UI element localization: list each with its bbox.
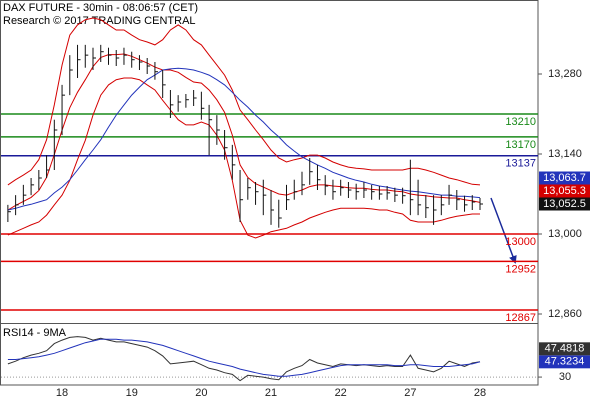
indicator-line [7, 67, 481, 211]
indicator-line [7, 77, 480, 239]
indicator-line [7, 17, 481, 186]
level-label: 13137 [505, 158, 536, 170]
level-label: 13210 [505, 116, 536, 128]
y-tick-label: 12,860 [548, 308, 582, 320]
indicator-line [7, 53, 481, 211]
x-tick-label: 21 [265, 387, 277, 399]
chart-title: DAX FUTURE - 30min - 08:06:57 (CET) [3, 2, 198, 14]
value-label-box [539, 342, 590, 356]
rsi-line [7, 336, 481, 382]
value-label-box [539, 355, 590, 369]
value-label: 13,052.5 [543, 198, 586, 210]
value-label-box [539, 171, 590, 185]
x-tick-label: 19 [126, 387, 138, 399]
value-label: 13,063.7 [543, 172, 586, 184]
rsi-line [7, 338, 481, 377]
level-label: 13000 [505, 236, 536, 248]
level-label: 12952 [505, 263, 536, 275]
value-label: 47.3234 [545, 356, 585, 368]
forecast-arrow [490, 197, 517, 264]
y-tick-label: 13,140 [548, 148, 582, 160]
x-tick-label: 27 [404, 387, 416, 399]
y-tick-label: 13,000 [548, 228, 582, 240]
level-label: 13170 [505, 139, 536, 151]
chart-subtitle: Research © 2017 TRADING CENTRAL [3, 15, 196, 27]
x-tick-label: 22 [335, 387, 347, 399]
y-tick-label: 30 [559, 371, 571, 383]
y-tick-label: 13,280 [548, 68, 582, 80]
value-label-box [539, 184, 590, 198]
level-label: 12867 [505, 312, 536, 324]
plot-frame [0, 0, 539, 386]
x-tick-label: 18 [56, 387, 68, 399]
x-tick-label: 28 [474, 387, 486, 399]
value-label: 47.4818 [545, 343, 585, 355]
value-label: 13,055.3 [543, 185, 586, 197]
value-label-box [539, 197, 590, 211]
rsi-title: RSI14 - 9MA [3, 327, 67, 339]
x-tick-label: 20 [195, 387, 207, 399]
